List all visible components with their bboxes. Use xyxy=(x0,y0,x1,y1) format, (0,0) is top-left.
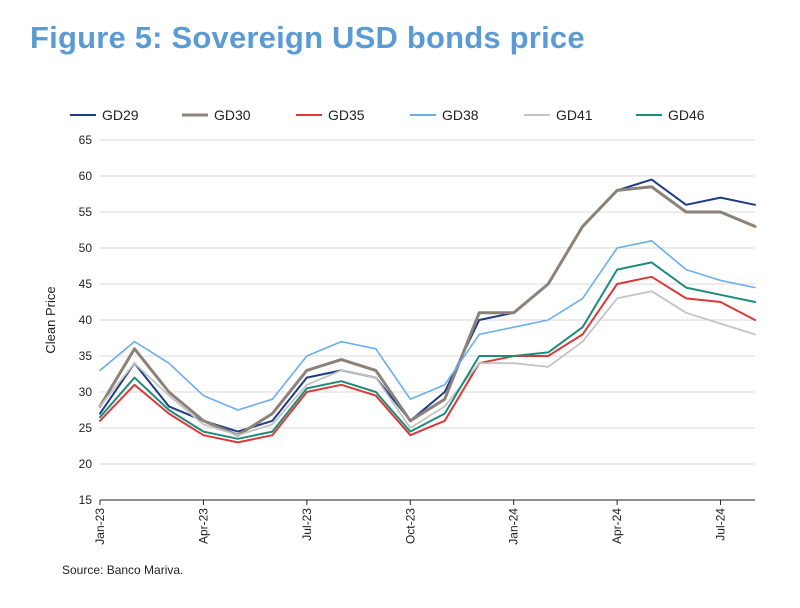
y-tick-label: 40 xyxy=(79,313,93,327)
y-axis-label: Clean Price xyxy=(43,286,58,353)
series-line-gd38 xyxy=(99,240,756,411)
x-tick-label: Apr-23 xyxy=(196,508,210,544)
y-tick-label: 50 xyxy=(79,241,93,255)
y-tick-label: 55 xyxy=(79,205,93,219)
series-line-gd30 xyxy=(98,185,757,437)
legend-label-gd35: GD35 xyxy=(328,107,365,123)
y-tick-label: 15 xyxy=(79,493,93,507)
series-line-gd41 xyxy=(99,290,756,437)
y-tick-label: 35 xyxy=(79,349,93,363)
x-tick-label: Jan-23 xyxy=(93,508,107,545)
series-line-gd29 xyxy=(99,178,756,433)
x-tick-label: Jul-23 xyxy=(300,508,314,541)
y-tick-label: 20 xyxy=(79,457,93,471)
y-tick-label: 30 xyxy=(79,385,93,399)
y-tick-label: 65 xyxy=(79,133,93,147)
y-tick-label: 25 xyxy=(79,421,93,435)
series-line-gd35 xyxy=(99,275,756,444)
x-tick-label: Jan-24 xyxy=(507,508,521,545)
legend-label-gd41: GD41 xyxy=(556,107,593,123)
y-tick-label: 60 xyxy=(79,169,93,183)
x-tick-label: Apr-24 xyxy=(610,508,624,544)
legend-label-gd30: GD30 xyxy=(214,107,251,123)
legend-label-gd38: GD38 xyxy=(442,107,479,123)
x-tick-label: Jul-24 xyxy=(714,508,728,541)
legend-label-gd29: GD29 xyxy=(102,107,139,123)
legend-label-gd46: GD46 xyxy=(668,107,705,123)
figure-title: Figure 5: Sovereign USD bonds price xyxy=(30,20,585,55)
series-line-gd46 xyxy=(99,261,756,440)
x-tick-label: Oct-23 xyxy=(403,508,417,544)
y-tick-label: 45 xyxy=(79,277,93,291)
source-note: Source: Banco Mariva. xyxy=(62,563,184,577)
